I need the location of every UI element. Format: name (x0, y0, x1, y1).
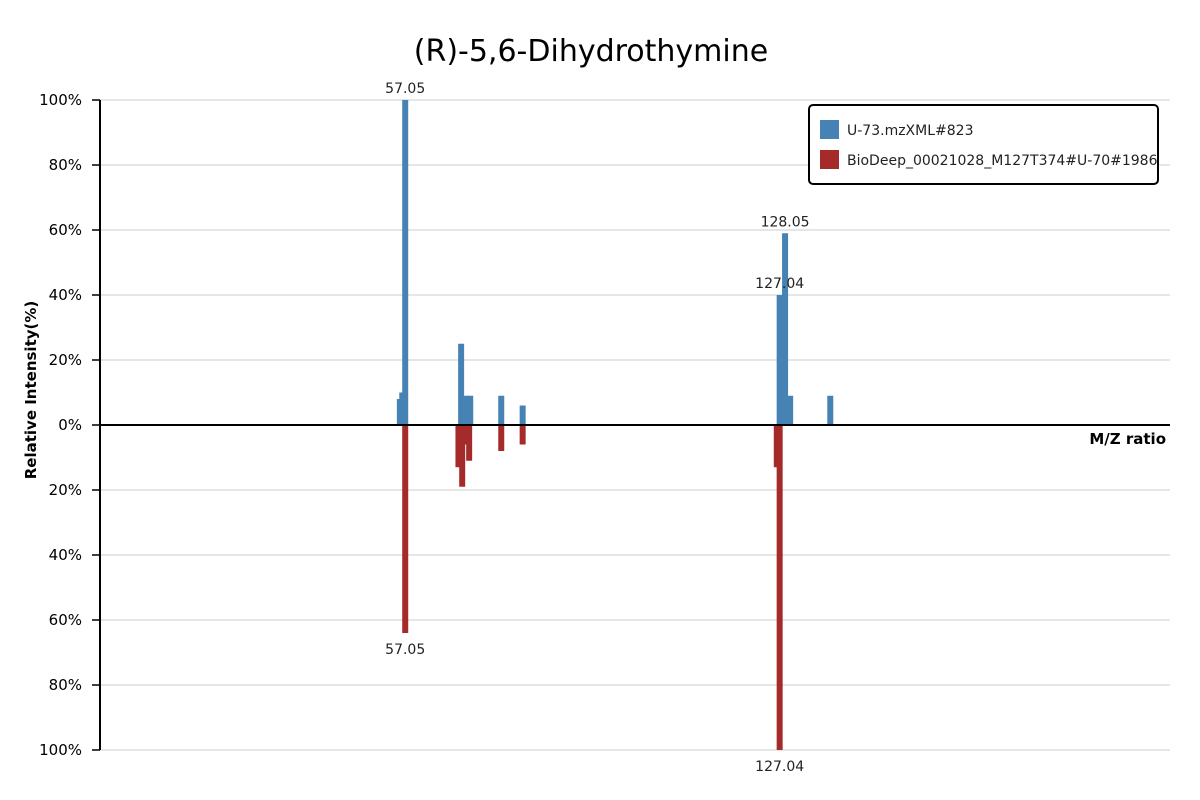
y-tick-label: 60% (49, 611, 82, 629)
y-tick-label: 100% (39, 91, 82, 109)
y-tick-label: 20% (49, 351, 82, 369)
y-tick-label: 40% (49, 546, 82, 564)
peak-label: 57.05 (385, 81, 425, 97)
y-tick-label: 80% (49, 156, 82, 174)
query-peak-bar (827, 395, 834, 425)
legend-label-reference: BioDeep_00021028_M127T374#U-70#1986 (847, 153, 1158, 169)
query-peak-bar (519, 405, 526, 425)
query-peak-bar (782, 233, 789, 425)
query-peak-bar (463, 395, 470, 425)
x-axis-label: M/Z ratio (1089, 430, 1166, 448)
reference-peak-bar (459, 425, 466, 487)
y-tick-label: 20% (49, 481, 82, 499)
query-peak-bar (776, 295, 783, 425)
query-peak-bar (458, 343, 465, 425)
reference-peak-bar (498, 425, 505, 451)
peak-label: 127.04 (755, 276, 804, 292)
y-axis-ticks: 100% 80% 60% 40% 20% 0% 20% 40% 60% 80% 100% (39, 91, 100, 759)
query-peak-bar (467, 395, 474, 425)
chart-title: (R)-5,6-Dihydrothymine (414, 34, 768, 69)
legend-swatch-query (820, 120, 839, 139)
reference-peak-bar (455, 425, 462, 468)
y-tick-label: 0% (58, 416, 82, 434)
axes (99, 100, 1170, 750)
y-tick-label: 40% (49, 286, 82, 304)
query-peak-bar (498, 395, 505, 425)
y-tick-label: 100% (39, 741, 82, 759)
peak-bars (396, 100, 834, 750)
grid-lines (100, 99, 1170, 751)
y-tick-label: 80% (49, 676, 82, 694)
reference-peak-bar (519, 425, 526, 445)
peak-labels: 57.05 127.04 128.05 57.05 127.04 (385, 81, 809, 775)
peak-label: 128.05 (761, 214, 810, 230)
reference-peak-bar (462, 425, 469, 445)
legend: U-73.mzXML#823 BioDeep_00021028_M127T374… (808, 104, 1159, 185)
reference-peak-bar (402, 425, 409, 633)
legend-swatch-reference (820, 150, 839, 169)
y-axis-label: Relative Intensity(%) (22, 301, 40, 480)
query-peak-bar (402, 100, 409, 425)
query-peak-bar (787, 395, 794, 425)
peak-label: 57.05 (385, 642, 425, 658)
legend-label-query: U-73.mzXML#823 (847, 123, 973, 139)
reference-peak-bar (466, 425, 473, 461)
peak-label: 127.04 (755, 759, 804, 775)
y-tick-label: 60% (49, 221, 82, 239)
reference-peak-bar (776, 425, 783, 750)
legend-box (808, 104, 1159, 185)
